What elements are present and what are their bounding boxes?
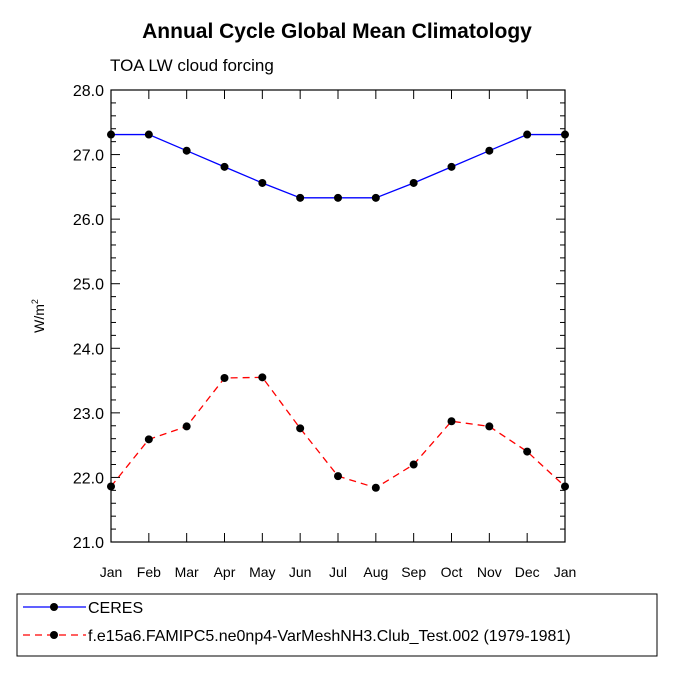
series-1-point bbox=[182, 422, 191, 431]
x-tick-label: Jan bbox=[100, 564, 123, 580]
series-1-point bbox=[220, 373, 229, 382]
x-tick-label: May bbox=[249, 564, 275, 580]
x-tick-label: Nov bbox=[477, 564, 502, 580]
legend-label-1: f.e15a6.FAMIPC5.ne0np4-VarMeshNH3.Club_T… bbox=[88, 628, 571, 645]
legend bbox=[16, 593, 658, 657]
series-1-point bbox=[447, 417, 456, 426]
series-0-point bbox=[334, 193, 342, 202]
x-tick-label: Jul bbox=[329, 564, 347, 580]
chart-title: Annual Cycle Global Mean Climatology bbox=[142, 20, 532, 43]
series-0-point bbox=[220, 162, 229, 171]
y-axis: 21.0 22.0 23.0 24.0 25.0 26.0 27.0 28.0 bbox=[73, 83, 565, 552]
y-tick-label: 21.0 bbox=[73, 535, 104, 552]
series-layer bbox=[107, 130, 569, 492]
x-tick-label: Jan bbox=[554, 564, 577, 580]
series-1-point bbox=[371, 483, 380, 492]
series-1-point bbox=[523, 447, 532, 456]
y-tick-label: 23.0 bbox=[73, 406, 104, 423]
x-tick-label: Mar bbox=[175, 564, 199, 580]
x-tick-label: Jun bbox=[289, 564, 312, 580]
series-0-point bbox=[144, 130, 153, 139]
x-axis: Jan Feb Mar Apr May Jun Jul Aug Sep Oct Nov Dec Jan bbox=[100, 90, 577, 580]
legend-marker-1 bbox=[50, 631, 58, 639]
x-tick-label: Aug bbox=[363, 564, 388, 580]
series-0-point bbox=[409, 178, 418, 187]
series-0-point bbox=[485, 146, 494, 155]
series-0-point bbox=[447, 162, 456, 171]
series-1-point bbox=[334, 472, 342, 481]
y-axis-label: W/m2 bbox=[30, 299, 47, 333]
x-tick-label: Apr bbox=[214, 564, 236, 580]
legend-label-0: CERES bbox=[88, 600, 143, 617]
legend-entries: CERES f.e15a6.FAMIPC5.ne0np4-VarMeshNH3.C… bbox=[23, 600, 571, 645]
x-tick-label: Dec bbox=[515, 564, 540, 580]
legend-marker-0 bbox=[50, 603, 58, 611]
series-0-point bbox=[561, 130, 569, 139]
y-tick-label: 28.0 bbox=[73, 83, 104, 100]
y-axis-label-superscript: 2 bbox=[30, 299, 40, 304]
chart-subtitle: TOA LW cloud forcing bbox=[110, 56, 274, 75]
series-1-point bbox=[561, 482, 569, 491]
y-tick-label: 26.0 bbox=[73, 212, 104, 229]
series-line-0 bbox=[111, 133, 565, 199]
x-tick-label: Sep bbox=[401, 564, 426, 580]
series-0-point bbox=[523, 130, 532, 139]
series-0-point bbox=[182, 146, 191, 155]
series-0-point bbox=[107, 130, 115, 139]
series-line-1 bbox=[110, 376, 566, 489]
series-1-point bbox=[144, 435, 153, 444]
x-tick-label: Feb bbox=[137, 564, 161, 580]
y-tick-label: 25.0 bbox=[73, 277, 104, 294]
series-0-point bbox=[371, 193, 380, 202]
x-tick-label: Oct bbox=[441, 564, 463, 580]
series-0-point bbox=[258, 178, 267, 187]
series-0-point bbox=[296, 193, 305, 202]
y-tick-label: 27.0 bbox=[73, 148, 104, 165]
series-1-point bbox=[409, 460, 418, 469]
series-1-point bbox=[296, 424, 305, 433]
series-1-point bbox=[107, 482, 115, 491]
y-tick-label: 22.0 bbox=[73, 470, 104, 487]
series-1-point bbox=[258, 373, 267, 382]
series-1-point bbox=[485, 422, 494, 431]
y-tick-label: 24.0 bbox=[73, 341, 104, 358]
y-axis-label-base: W/m bbox=[31, 304, 47, 333]
